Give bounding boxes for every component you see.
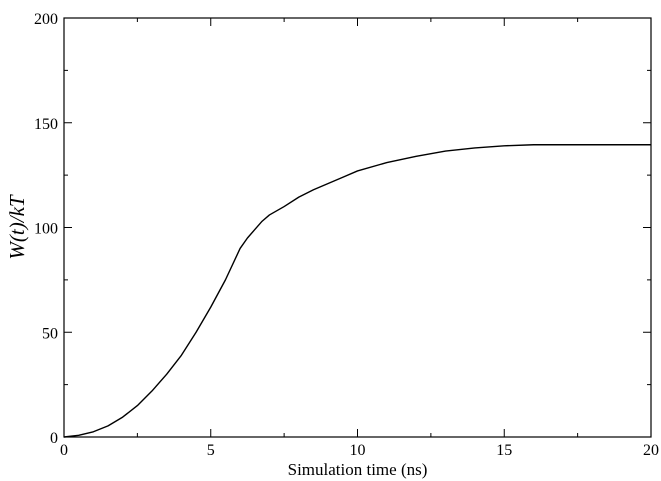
plot-area: [63, 17, 652, 438]
y-tick-label: 50: [42, 325, 58, 342]
x-tick-label: 10: [350, 442, 366, 459]
plot-frame: [63, 17, 652, 438]
x-axis-label: Simulation time (ns): [288, 460, 428, 479]
y-tick-label: 200: [34, 11, 58, 28]
series-line-0: [63, 144, 651, 438]
x-tick-label: 5: [207, 442, 215, 459]
x-axis-ticks: 0 5 10 15 20: [60, 18, 659, 459]
x-tick-label: 20: [643, 442, 659, 459]
y-tick-label: 100: [34, 221, 58, 238]
y-tick-label: 0: [50, 430, 58, 447]
y-axis-label: W(t)/kT: [5, 194, 29, 259]
x-tick-label: 15: [496, 442, 512, 459]
x-tick-label: 0: [60, 442, 68, 459]
y-axis-ticks: 0 50 100 150 200: [34, 11, 651, 447]
y-tick-label: 150: [34, 116, 58, 133]
